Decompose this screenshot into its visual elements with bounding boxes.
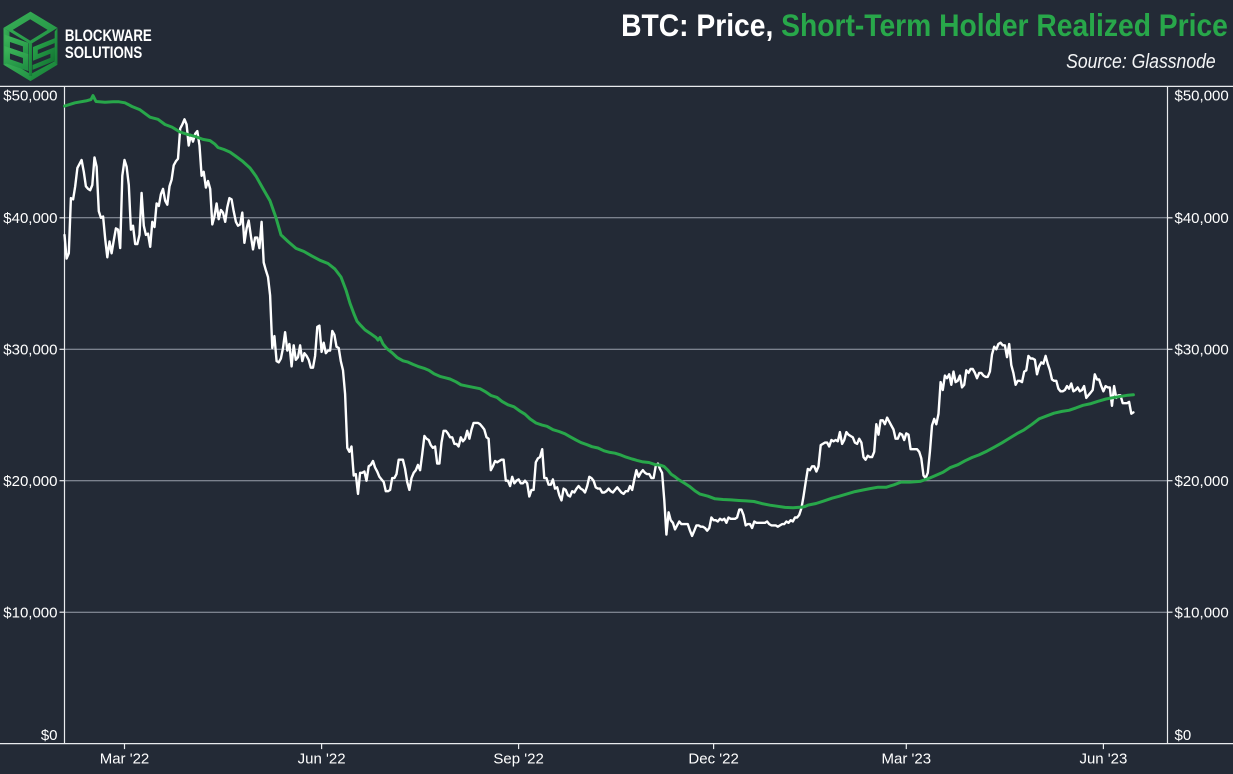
- svg-text:$40,000: $40,000: [3, 210, 57, 227]
- svg-text:BTC: Price, Short-Term Holder: BTC: Price, Short-Term Holder Realized P…: [621, 9, 1228, 44]
- svg-text:Sep '22: Sep '22: [493, 751, 543, 768]
- svg-text:$20,000: $20,000: [1175, 473, 1229, 490]
- svg-text:$30,000: $30,000: [1175, 342, 1229, 359]
- svg-text:Mar '23: Mar '23: [882, 751, 932, 768]
- svg-text:$10,000: $10,000: [3, 605, 57, 622]
- svg-text:$0: $0: [1175, 727, 1192, 744]
- svg-text:$30,000: $30,000: [3, 342, 57, 359]
- svg-text:SOLUTIONS: SOLUTIONS: [65, 43, 142, 62]
- svg-text:Jun '23: Jun '23: [1079, 751, 1127, 768]
- svg-text:BLOCKWARE: BLOCKWARE: [65, 27, 152, 46]
- svg-text:Jun '22: Jun '22: [298, 751, 346, 768]
- svg-text:$0: $0: [41, 727, 58, 744]
- svg-text:$20,000: $20,000: [3, 473, 57, 490]
- svg-text:Source: Glassnode: Source: Glassnode: [1066, 50, 1216, 72]
- svg-text:$10,000: $10,000: [1175, 605, 1229, 622]
- svg-text:$50,000: $50,000: [1175, 87, 1229, 104]
- svg-text:$50,000: $50,000: [3, 87, 57, 104]
- svg-text:$40,000: $40,000: [1175, 210, 1229, 227]
- svg-text:Mar '22: Mar '22: [100, 751, 150, 768]
- svg-text:Dec '22: Dec '22: [688, 751, 738, 768]
